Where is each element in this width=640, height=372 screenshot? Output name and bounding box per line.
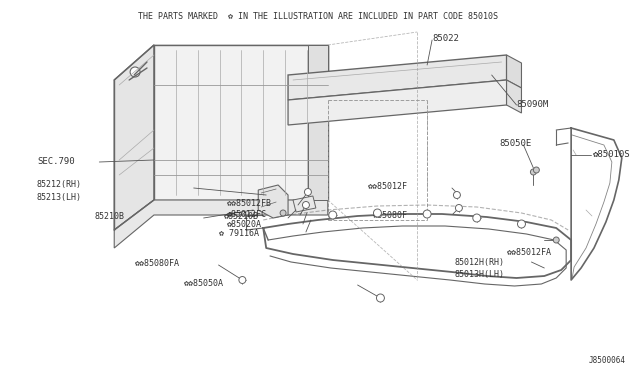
Text: 85090M: 85090M [516, 99, 548, 109]
Circle shape [553, 237, 559, 243]
Circle shape [533, 167, 540, 173]
Polygon shape [507, 55, 522, 88]
Circle shape [130, 67, 140, 77]
Text: ✿ 79116A: ✿ 79116A [218, 228, 259, 237]
Circle shape [473, 214, 481, 222]
Text: 85213(LH): 85213(LH) [36, 192, 82, 202]
Circle shape [239, 276, 246, 283]
Circle shape [518, 220, 525, 228]
Circle shape [456, 205, 462, 212]
Polygon shape [114, 45, 154, 230]
Text: ✿✿85012F: ✿✿85012F [367, 182, 408, 190]
Circle shape [453, 192, 460, 199]
Text: ✿✿85080FA: ✿✿85080FA [135, 259, 180, 267]
Text: 85050E: 85050E [500, 138, 532, 148]
Text: ✿✿85050A: ✿✿85050A [184, 279, 224, 289]
Text: 85210B: 85210B [94, 212, 124, 221]
Text: ✿85010S: ✿85010S [593, 150, 630, 158]
Polygon shape [114, 200, 328, 248]
Circle shape [305, 189, 312, 196]
Polygon shape [154, 45, 328, 200]
Text: 85013H(LH): 85013H(LH) [455, 270, 505, 279]
Circle shape [531, 169, 536, 175]
Text: J8500064: J8500064 [589, 356, 626, 365]
Text: 85212(RH): 85212(RH) [36, 180, 82, 189]
Circle shape [376, 294, 385, 302]
Text: ✿✿85012FA: ✿✿85012FA [507, 247, 552, 257]
Text: THE PARTS MARKED  ✿ IN THE ILLUSTRATION ARE INCLUDED IN PART CODE 85010S: THE PARTS MARKED ✿ IN THE ILLUSTRATION A… [138, 12, 498, 21]
Text: ✿85080F: ✿85080F [372, 211, 408, 219]
Polygon shape [288, 55, 507, 100]
Circle shape [374, 209, 381, 217]
Circle shape [423, 210, 431, 218]
Polygon shape [259, 185, 288, 218]
Circle shape [280, 210, 286, 216]
Text: 85012H(RH): 85012H(RH) [455, 257, 505, 266]
Polygon shape [507, 80, 522, 113]
Text: ✿85012FC: ✿85012FC [227, 209, 266, 218]
Text: 85022: 85022 [432, 33, 459, 42]
Polygon shape [154, 45, 328, 80]
Polygon shape [293, 196, 316, 212]
Circle shape [329, 211, 337, 219]
Circle shape [303, 202, 309, 208]
Text: ✿85210B: ✿85210B [223, 212, 259, 221]
Text: ✿85020A: ✿85020A [227, 219, 262, 228]
Polygon shape [308, 45, 328, 200]
Polygon shape [288, 80, 507, 125]
Text: ✿✿85012FB: ✿✿85012FB [227, 199, 271, 208]
Text: SEC.790: SEC.790 [38, 157, 76, 166]
